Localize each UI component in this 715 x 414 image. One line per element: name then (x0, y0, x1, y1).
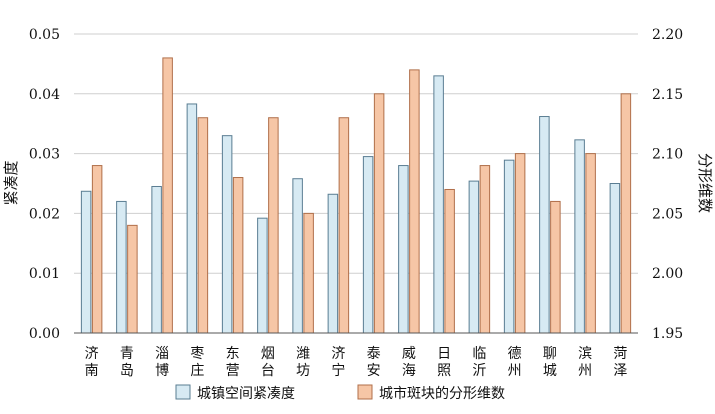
left-tick-label: 0.04 (29, 87, 60, 103)
right-tick-label: 1.95 (652, 326, 683, 342)
bar-compactness (433, 75, 444, 334)
category-label: 宁 (331, 362, 345, 379)
left-tick-label: 0.00 (29, 326, 60, 342)
bar-fractal-dimension (91, 165, 103, 334)
legend-label-compactness: 城镇空间紧凑度 (197, 385, 295, 402)
bar-compactness (151, 185, 162, 334)
bar-fractal-dimension (197, 117, 209, 334)
bar-fractal-dimension (232, 177, 244, 334)
category-label: 庄 (190, 362, 204, 379)
bar-fractal-dimension (162, 57, 173, 334)
left-tick-label: 0.02 (29, 206, 60, 222)
bar-compactness (221, 135, 233, 334)
category-label: 菏 (613, 346, 627, 362)
bars (80, 57, 632, 334)
bar-fractal-dimension (514, 153, 526, 334)
bar-compactness (398, 165, 409, 334)
category-label: 海 (402, 363, 416, 379)
category-label: 博 (155, 362, 169, 379)
category-label: 岛 (120, 363, 134, 379)
legend-swatch-fractal (357, 384, 373, 400)
category-label: 东 (226, 346, 240, 362)
left-tick-label: 0.05 (29, 27, 60, 43)
category-label: 泰 (367, 346, 381, 362)
left-tick-label: 0.03 (29, 147, 60, 163)
category-label: 威 (402, 346, 416, 362)
category-label: 滨 (578, 346, 592, 362)
category-label: 泽 (613, 363, 627, 379)
bar-compactness (574, 139, 585, 334)
category-label: 德 (508, 346, 522, 362)
bar-fractal-dimension (620, 93, 632, 334)
bar-fractal-dimension (338, 117, 350, 334)
right-tick-label: 2.15 (652, 87, 683, 103)
category-label: 州 (578, 363, 592, 379)
bar-fractal-dimension (479, 165, 491, 334)
category-label: 枣 (190, 346, 204, 362)
bar-compactness (362, 156, 374, 334)
bar-compactness (468, 180, 480, 334)
category-label: 聊 (543, 346, 557, 362)
bar-fractal-dimension (585, 153, 596, 334)
category-label: 沂 (472, 363, 486, 379)
bar-compactness (80, 190, 92, 334)
category-label: 临 (472, 346, 486, 362)
category-label: 台 (261, 363, 275, 379)
bar-compactness (257, 217, 268, 334)
category-label: 州 (508, 363, 522, 379)
bar-compactness (327, 193, 339, 334)
category-label: 青 (120, 346, 134, 362)
bar-compactness (609, 183, 621, 334)
bar-compactness (116, 200, 127, 334)
legend-label-fractal: 城市斑块的分形维数 (379, 385, 505, 402)
category-label: 坊 (296, 363, 310, 379)
category-label: 烟 (261, 346, 275, 362)
category-label: 安 (367, 363, 381, 379)
category-label: 南 (85, 363, 99, 379)
category-label: 济 (331, 346, 345, 362)
bar-fractal-dimension (409, 69, 420, 334)
right-tick-label: 2.20 (652, 27, 683, 43)
bar-fractal-dimension (444, 188, 455, 334)
legend-swatch-compactness (175, 384, 191, 400)
bar-compactness (503, 159, 515, 334)
right-axis-label: 分形维数 (696, 153, 714, 213)
category-label: 济 (85, 346, 99, 362)
bar-fractal-dimension (127, 224, 138, 334)
category-label: 城 (543, 363, 557, 379)
legend: 城镇空间紧凑度 城市斑块的分形维数 (175, 384, 505, 402)
category-label: 淄 (155, 346, 169, 362)
category-label: 潍 (296, 346, 310, 362)
left-axis-ticks: 0.00 0.01 0.02 0.03 0.04 0.05 (29, 27, 60, 342)
category-label: 照 (437, 363, 451, 379)
left-axis-label: 紧凑度 (2, 160, 20, 205)
bar-compactness (186, 103, 198, 334)
right-axis-ticks: 1.95 2.00 2.05 2.10 2.15 2.20 (652, 27, 683, 342)
bar-fractal-dimension (268, 117, 279, 334)
left-tick-label: 0.01 (29, 266, 60, 282)
right-tick-label: 2.05 (652, 206, 683, 222)
right-tick-label: 2.00 (652, 266, 683, 282)
category-label: 营 (226, 363, 240, 379)
bar-fractal-dimension (373, 93, 385, 334)
right-tick-label: 2.10 (652, 147, 683, 163)
category-label: 日 (437, 346, 451, 362)
bar-fractal-dimension (550, 200, 561, 334)
bar-fractal-dimension (303, 212, 314, 334)
bar-compactness (292, 178, 303, 334)
bar-compactness (539, 116, 550, 334)
